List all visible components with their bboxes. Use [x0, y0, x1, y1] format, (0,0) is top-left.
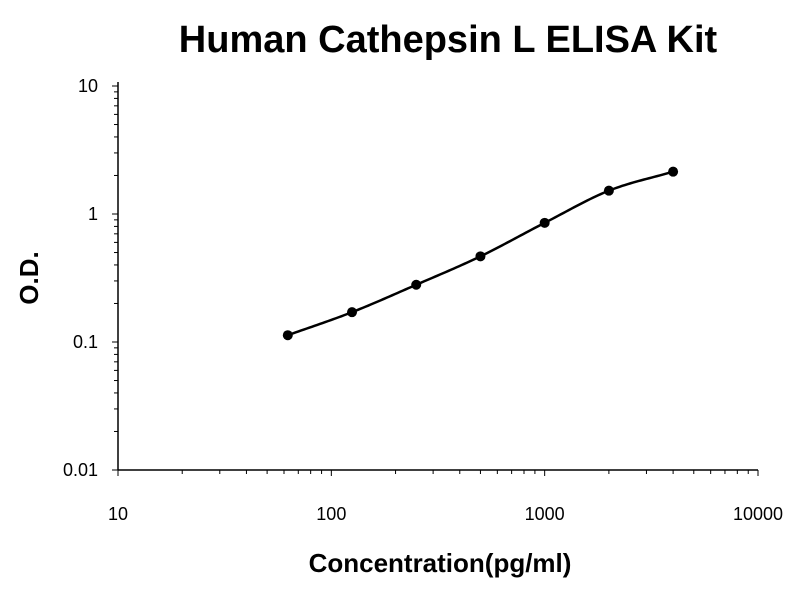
tick-marks [112, 85, 759, 476]
y-tick-label: 1 [88, 204, 98, 224]
chart-title: Human Cathepsin L ELISA Kit [179, 19, 718, 61]
data-point [603, 185, 614, 196]
tick-labels: 10 100 1000 10000 0.01 0.1 1 10 [63, 76, 783, 524]
data-points [282, 166, 679, 341]
data-point [475, 251, 486, 262]
data-point [347, 307, 358, 318]
x-tick-label: 100 [316, 504, 346, 524]
y-tick-label: 0.1 [73, 332, 98, 352]
x-tick-label: 10 [108, 504, 128, 524]
y-axis-label: O.D. [14, 251, 44, 304]
data-point [668, 166, 679, 177]
axes [117, 82, 758, 471]
x-tick-label: 10000 [733, 504, 783, 524]
x-axis-label: Concentration(pg/ml) [309, 548, 572, 578]
y-tick-label: 0.01 [63, 460, 98, 480]
data-point [411, 279, 422, 290]
data-point [539, 217, 550, 228]
x-tick-label: 1000 [525, 504, 565, 524]
data-point [282, 330, 293, 341]
y-tick-label: 10 [78, 76, 98, 96]
